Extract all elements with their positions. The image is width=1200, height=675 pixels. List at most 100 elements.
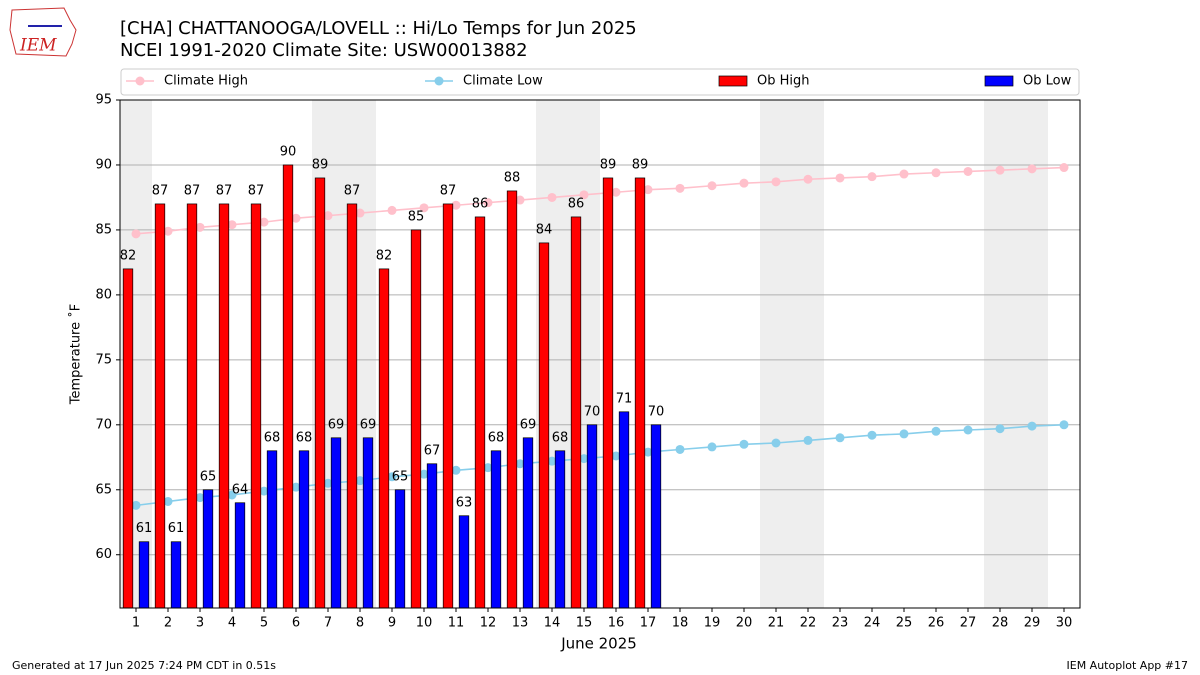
legend-label: Ob Low [1023, 74, 1072, 89]
bar [602, 177, 614, 609]
x-tick-label: 17 [640, 616, 657, 631]
bar-value-label: 70 [584, 404, 601, 419]
x-tick-label: 30 [1056, 616, 1073, 631]
line-marker [835, 173, 845, 183]
line-marker [739, 439, 749, 449]
legend-swatch [718, 75, 748, 87]
line-marker [963, 166, 973, 176]
line-marker [387, 205, 397, 215]
footer-right: IEM Autoplot App #17 [1067, 659, 1189, 672]
y-tick-label: 75 [95, 352, 112, 367]
legend-marker [135, 76, 145, 86]
x-tick-label: 8 [356, 616, 364, 631]
x-tick-label: 20 [736, 616, 753, 631]
x-tick-label: 11 [448, 616, 465, 631]
bar-value-label: 87 [440, 183, 457, 198]
bar [250, 203, 262, 609]
line-marker [995, 165, 1005, 175]
line-marker [1059, 420, 1069, 430]
bar-value-label: 87 [248, 183, 265, 198]
x-tick-label: 22 [800, 616, 817, 631]
bar [538, 242, 550, 609]
bar-value-label: 90 [280, 144, 297, 159]
line-marker [995, 424, 1005, 434]
logo-text: IEM [19, 36, 57, 56]
bar-value-label: 65 [392, 469, 409, 484]
line-marker [771, 438, 781, 448]
bar [378, 268, 390, 609]
bar-value-label: 68 [296, 430, 313, 445]
bar [490, 450, 502, 609]
x-tick-label: 4 [228, 616, 236, 631]
bar-value-label: 67 [424, 443, 441, 458]
line-marker [803, 435, 813, 445]
bar [186, 203, 198, 609]
bar [234, 502, 246, 609]
bar [554, 450, 566, 609]
line-marker [515, 459, 525, 469]
line-marker [547, 192, 557, 202]
axes-frame [119, 99, 1081, 609]
bar [154, 203, 166, 609]
bar-value-label: 68 [488, 430, 505, 445]
x-tick-label: 25 [896, 616, 913, 631]
line-marker [227, 490, 237, 500]
bar [506, 190, 518, 609]
bar-value-label: 87 [216, 183, 233, 198]
bar [298, 450, 310, 609]
x-tick-label: 28 [992, 616, 1009, 631]
bar-value-label: 70 [648, 404, 665, 419]
y-tick-label: 70 [95, 417, 112, 432]
line-marker [899, 169, 909, 179]
line-marker [323, 478, 333, 488]
line-marker [579, 454, 589, 464]
line-marker [131, 500, 141, 510]
bar [586, 424, 598, 609]
y-tick-label: 80 [95, 287, 112, 302]
x-tick-label: 12 [480, 616, 497, 631]
line-marker [899, 429, 909, 439]
bar-value-label: 69 [520, 417, 537, 432]
line-marker [163, 496, 173, 506]
bar [650, 424, 662, 609]
bar [570, 216, 582, 609]
y-tick-label: 60 [95, 547, 112, 562]
line-marker [1059, 163, 1069, 173]
y-tick-label: 85 [95, 222, 112, 237]
x-tick-label: 7 [324, 616, 332, 631]
line-marker [1027, 421, 1037, 431]
x-tick-label: 10 [416, 616, 433, 631]
bar [442, 203, 454, 609]
bar-value-label: 86 [472, 196, 489, 211]
chart-title: [CHA] CHATTANOOGA/LOVELL :: Hi/Lo Temps … [120, 18, 637, 39]
line-marker [131, 229, 141, 239]
bar-value-label: 87 [152, 183, 169, 198]
line-marker [963, 425, 973, 435]
line-marker [931, 168, 941, 178]
y-axis-label: Temperature ˚F [68, 304, 84, 405]
line-marker [835, 433, 845, 443]
line-marker [675, 444, 685, 454]
y-tick-label: 90 [95, 157, 112, 172]
line-marker [739, 178, 749, 188]
bar [282, 164, 294, 609]
bar-value-label: 87 [184, 183, 201, 198]
legend-label: Climate High [164, 74, 248, 89]
shade-band [1016, 100, 1048, 608]
line-marker [515, 195, 525, 205]
x-tick-label: 5 [260, 616, 268, 631]
line-marker [259, 217, 269, 227]
bar-value-label: 68 [552, 430, 569, 445]
x-tick-label: 26 [928, 616, 945, 631]
bar-value-label: 68 [264, 430, 281, 445]
line-marker [611, 451, 621, 461]
bar [634, 177, 646, 609]
bar-value-label: 89 [600, 157, 617, 172]
y-tick-label: 65 [95, 482, 112, 497]
line-marker [547, 456, 557, 466]
bar-value-label: 86 [568, 196, 585, 211]
line-marker [259, 486, 269, 496]
line-marker [931, 426, 941, 436]
